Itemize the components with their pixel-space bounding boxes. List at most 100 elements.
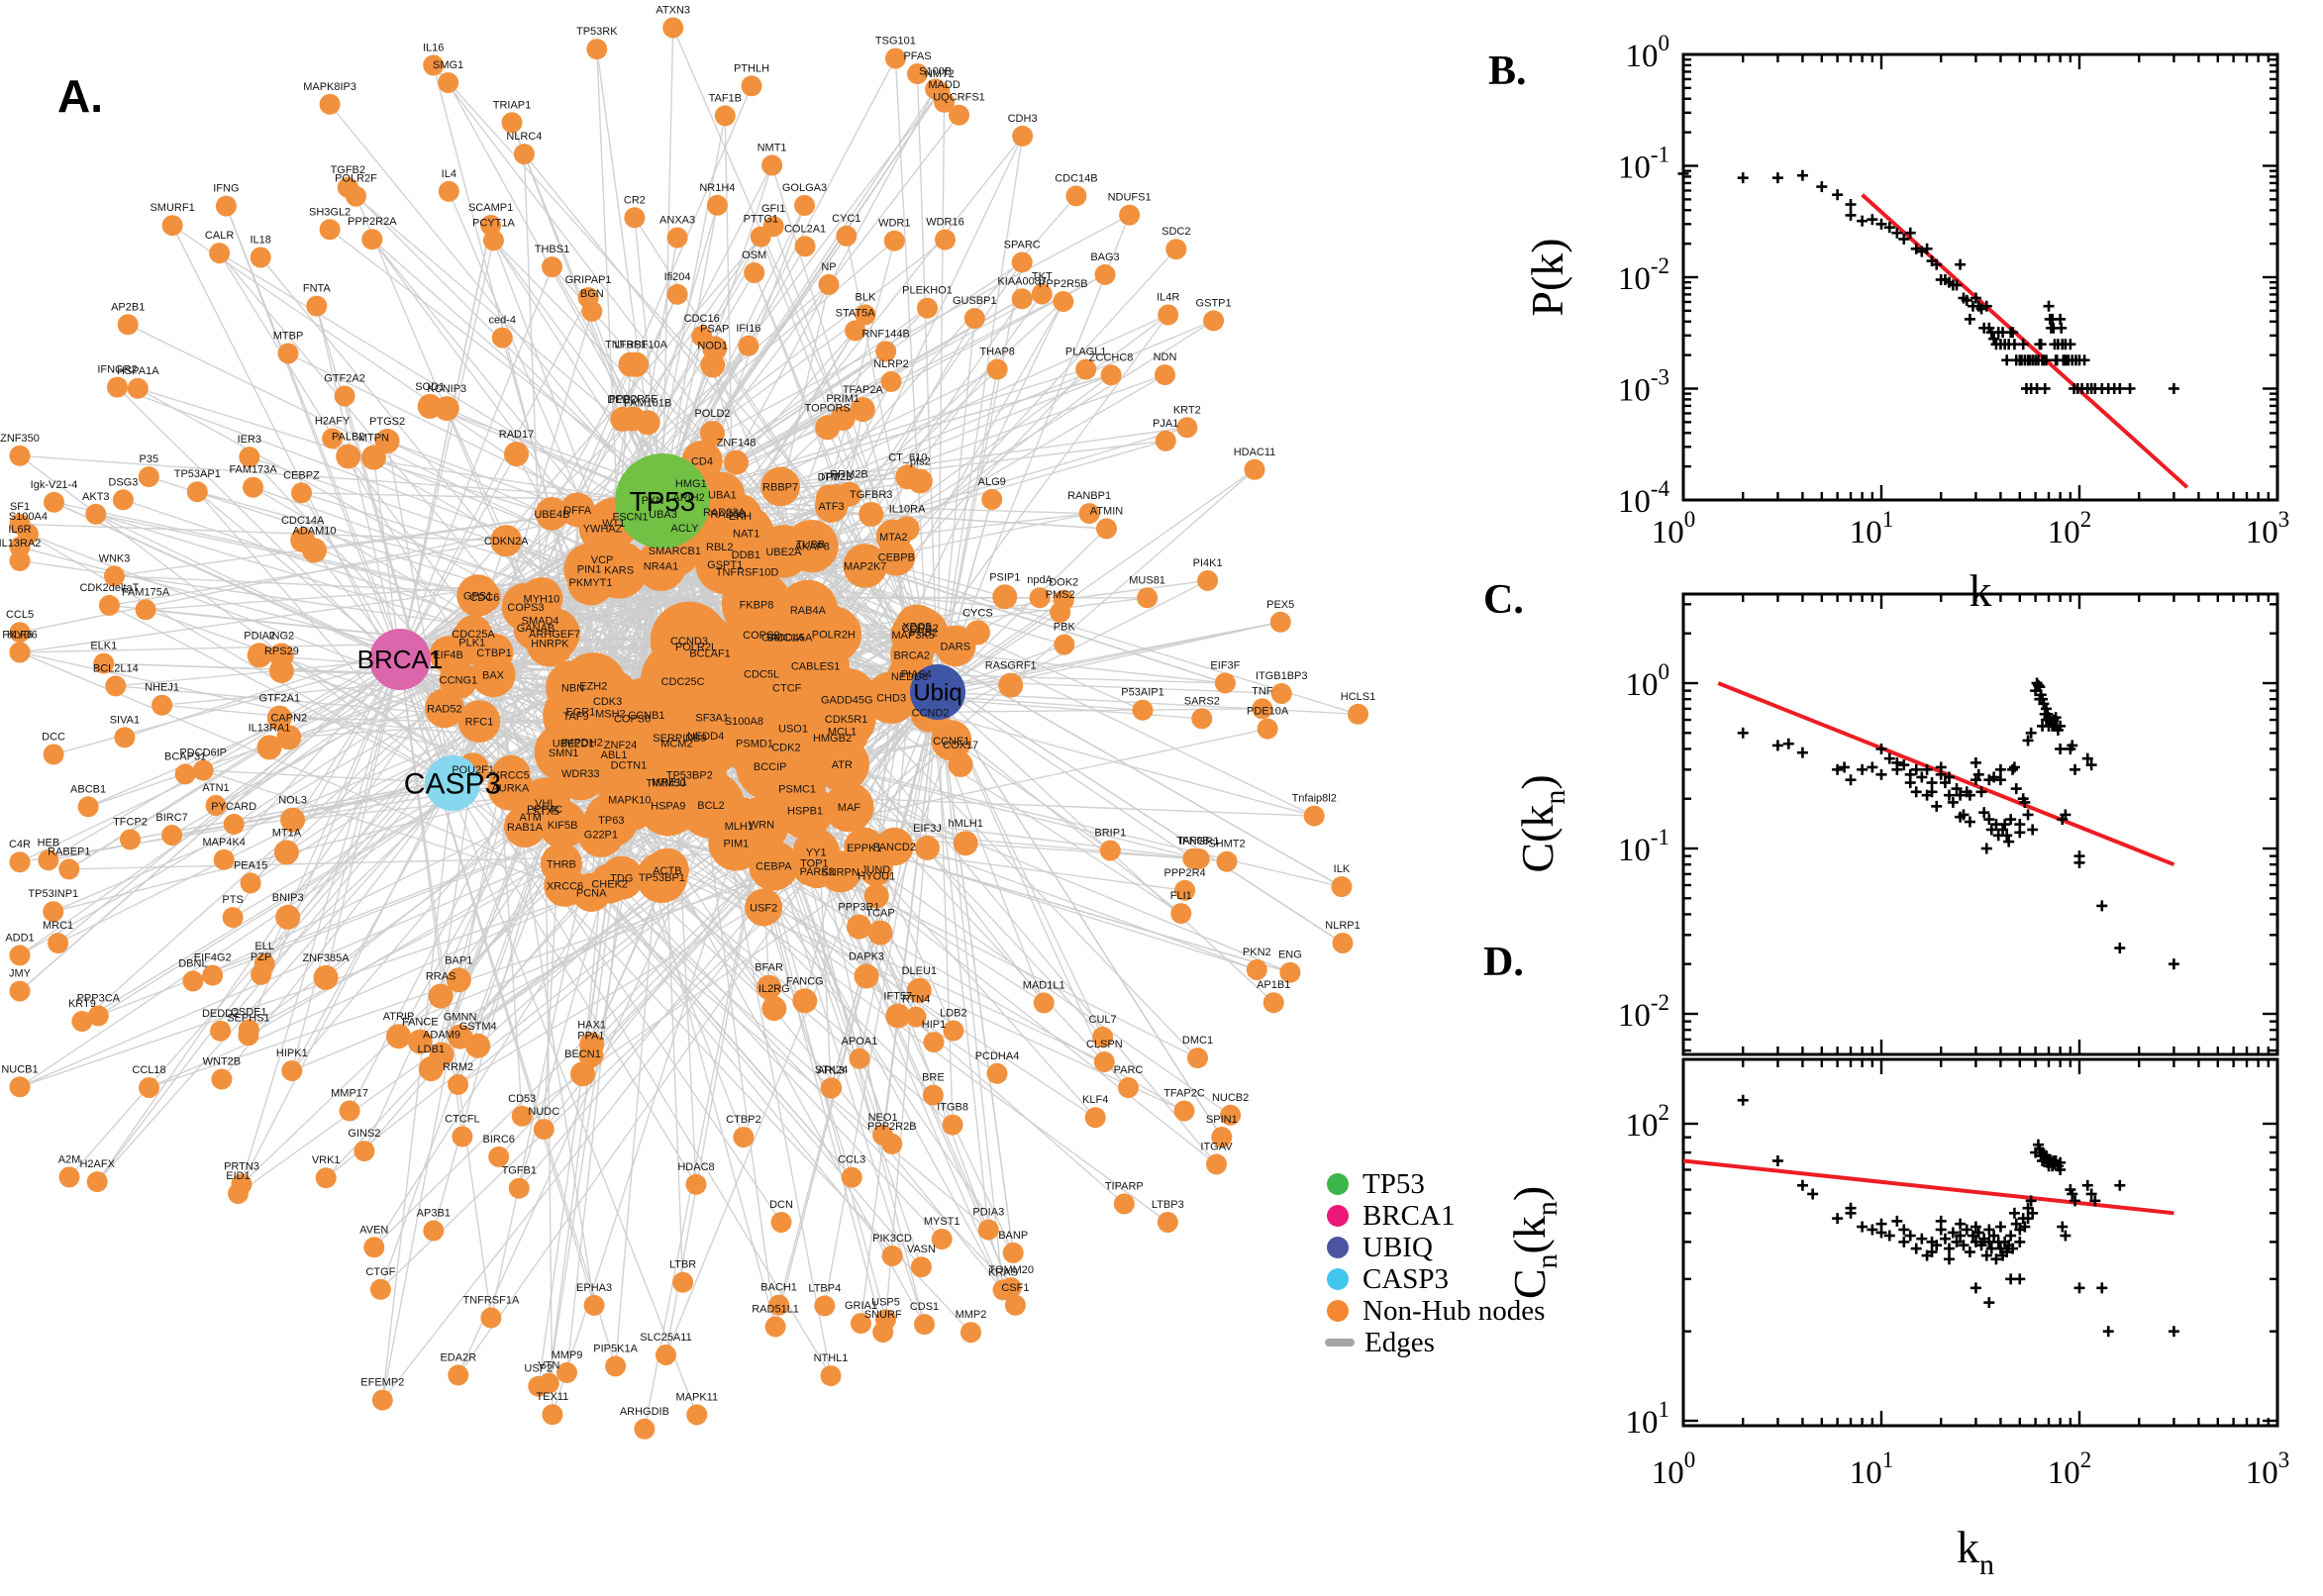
node-label: BAX bbox=[482, 670, 505, 682]
network-node bbox=[906, 977, 932, 1003]
network-edge bbox=[777, 691, 939, 1306]
node-label: CSF1 bbox=[1001, 1282, 1029, 1294]
node-label: EIF3F bbox=[1210, 659, 1240, 671]
network-node bbox=[202, 964, 224, 986]
node-label: STX5 bbox=[533, 806, 560, 818]
node-label: S100A8 bbox=[725, 716, 763, 728]
node-label: CTCF bbox=[772, 682, 802, 694]
network-edge bbox=[492, 240, 604, 529]
network-edge bbox=[881, 691, 939, 1136]
network-node bbox=[907, 63, 928, 84]
network-edge bbox=[300, 492, 401, 660]
network-node bbox=[830, 406, 856, 431]
network-node bbox=[371, 1389, 393, 1411]
node-label: IL10RA bbox=[889, 503, 926, 515]
node-label: GOLGA3 bbox=[782, 182, 827, 194]
network-node bbox=[577, 811, 625, 857]
network-node bbox=[428, 983, 454, 1009]
network-node bbox=[98, 594, 120, 616]
network-node bbox=[247, 643, 272, 668]
node-label: RAD51L1 bbox=[752, 1304, 799, 1316]
node-label: POLR2L bbox=[675, 642, 717, 653]
network-node bbox=[843, 544, 887, 588]
network-edge bbox=[192, 816, 532, 982]
node-label: DCN bbox=[769, 1199, 793, 1211]
panel-d: 102 101 100 101 102 103 kn Cn(kn) bbox=[1504, 1057, 2289, 1581]
node-label: RAD23A bbox=[703, 507, 746, 519]
network-edge bbox=[372, 457, 401, 660]
node-label: IL13RA1 bbox=[249, 722, 291, 734]
node-label: BIRC6 bbox=[482, 1134, 514, 1146]
network-node bbox=[276, 725, 302, 750]
edge-dash-icon bbox=[1325, 1339, 1355, 1347]
node-label: NP bbox=[821, 261, 836, 273]
node-label: TP53BP2 bbox=[666, 769, 713, 781]
ubiq-hub-label: Ubiq bbox=[913, 679, 961, 706]
node-label: BRCA2 bbox=[893, 649, 930, 661]
network-edge bbox=[285, 658, 401, 853]
network-node bbox=[1137, 587, 1159, 609]
node-label: VASN bbox=[907, 1244, 936, 1255]
x-tick-label: 103 bbox=[2246, 507, 2290, 550]
casp3-hub-node bbox=[425, 755, 480, 811]
node-label: ELL bbox=[254, 941, 274, 952]
node-label: PCNA bbox=[576, 887, 607, 899]
panel-a-label: A. bbox=[57, 70, 103, 122]
network-edge bbox=[81, 700, 608, 1023]
network-node bbox=[738, 335, 759, 356]
network-node bbox=[1033, 992, 1055, 1014]
node-label: FKBP8 bbox=[740, 599, 774, 611]
node-label: IMPDH2 bbox=[561, 737, 603, 748]
network-node bbox=[836, 225, 858, 247]
network-node bbox=[319, 219, 341, 241]
network-node bbox=[1203, 310, 1225, 332]
node-label: ATRIP bbox=[383, 1011, 415, 1023]
node-label: TNFRSF1A bbox=[462, 1295, 520, 1307]
node-label: BNIP3 bbox=[272, 892, 304, 904]
network-node bbox=[386, 1024, 411, 1049]
network-node bbox=[1348, 703, 1368, 725]
network-node bbox=[1214, 672, 1236, 694]
legend-item-brca1: BRCA1 bbox=[1327, 1200, 1545, 1232]
network-node bbox=[761, 996, 787, 1022]
legend-label: CASP3 bbox=[1363, 1262, 1450, 1295]
network-node bbox=[1092, 1026, 1114, 1047]
network-node bbox=[824, 782, 874, 833]
node-label: NMT2 bbox=[925, 68, 955, 80]
node-label: DMC1 bbox=[1182, 1035, 1213, 1047]
network-edge bbox=[221, 782, 454, 1080]
network-edge bbox=[816, 740, 953, 872]
node-label: AP2B1 bbox=[111, 301, 145, 313]
node-label: MYST1 bbox=[924, 1216, 960, 1228]
node-label: PSAP bbox=[700, 323, 729, 335]
node-label: CHEK2 bbox=[591, 878, 628, 890]
network-node bbox=[1176, 417, 1198, 439]
node-label: DCTN1 bbox=[611, 759, 648, 771]
node-label: RRM2 bbox=[443, 1061, 473, 1073]
node-label: SOD1 bbox=[415, 381, 445, 393]
network-node bbox=[322, 428, 344, 449]
node-label: ALG9 bbox=[978, 476, 1006, 488]
node-label: HYOU1 bbox=[858, 870, 895, 882]
network-node bbox=[931, 1229, 953, 1249]
network-node bbox=[923, 1032, 945, 1053]
node-label: CDC6 bbox=[469, 592, 499, 604]
node-label: PLK1 bbox=[458, 638, 485, 649]
network-edge bbox=[661, 57, 897, 502]
network-node bbox=[302, 538, 327, 563]
legend-label: Edges bbox=[1364, 1326, 1435, 1358]
network-node bbox=[240, 872, 261, 894]
network-node bbox=[1132, 699, 1154, 721]
node-label: ZNF350 bbox=[0, 433, 40, 445]
node-label: GMNN bbox=[444, 1012, 477, 1024]
node-label: BRE bbox=[922, 1072, 945, 1084]
node-label: XRCC6 bbox=[547, 881, 583, 893]
network-edge bbox=[225, 205, 454, 784]
node-label: PZP bbox=[251, 951, 271, 963]
node-label: HSPA1A bbox=[117, 365, 159, 377]
network-node bbox=[223, 813, 245, 835]
network-node bbox=[513, 144, 535, 165]
node-label: PPP2R5E bbox=[609, 394, 658, 406]
node-label: KIAA0087 bbox=[997, 275, 1047, 287]
node-label: MYH10 bbox=[524, 593, 560, 605]
